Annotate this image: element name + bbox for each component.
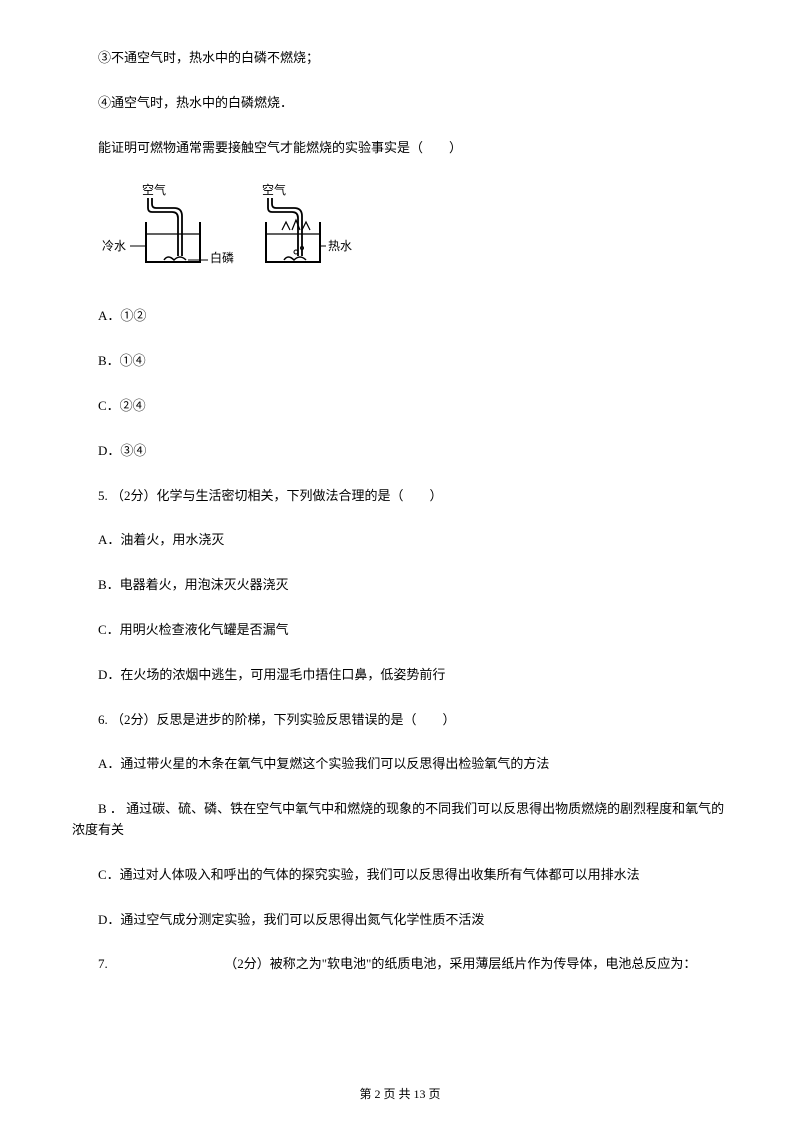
air-label-right: 空气 — [262, 182, 286, 197]
q4-option-d: D．③④ — [72, 441, 728, 462]
q4-option-a: A．①② — [72, 306, 728, 327]
q7-number: 7. — [98, 956, 108, 971]
statement-3: ③不通空气时，热水中的白磷不燃烧； — [72, 48, 728, 69]
cold-water-label: 冷水 — [102, 239, 126, 253]
q6-option-b: B ． 通过碳、硫、磷、铁在空气中氧气中和燃烧的现象的不同我们可以反思得出物质燃… — [72, 799, 728, 841]
q6-option-c: C．通过对人体吸入和呼出的气体的探究实验，我们可以反思得出收集所有气体都可以用排… — [72, 865, 728, 886]
phosphorus-label: 白磷 — [210, 250, 234, 265]
beaker-diagram-svg: 空气 冷水 白磷 空气 热水 — [100, 182, 360, 282]
page-footer: 第 2 页 共 13 页 — [0, 1085, 800, 1102]
q6-option-d: D．通过空气成分测定实验，我们可以反思得出氮气化学性质不活泼 — [72, 910, 728, 931]
q5-option-b: B．电器着火，用泡沫灭火器浇灭 — [72, 575, 728, 596]
q6-stem: 6. （2分）反思是进步的阶梯，下列实验反思错误的是（ ） — [72, 710, 728, 731]
air-label-left: 空气 — [142, 182, 166, 197]
statement-4: ④通空气时，热水中的白磷燃烧． — [72, 93, 728, 114]
question-prompt: 能证明可燃物通常需要接触空气才能燃烧的实验事实是（ ） — [72, 138, 728, 159]
q5-option-c: C．用明火检查液化气罐是否漏气 — [72, 620, 728, 641]
q5-stem: 5. （2分）化学与生活密切相关，下列做法合理的是（ ） — [72, 486, 728, 507]
experiment-diagram: 空气 冷水 白磷 空气 热水 — [100, 182, 728, 282]
q4-option-b: B．①④ — [72, 351, 728, 372]
hot-water-label: 热水 — [328, 239, 352, 253]
q7-stem: 7. （2分）被称之为"软电池"的纸质电池，采用薄层纸片作为传导体，电池总反应为… — [72, 954, 728, 975]
q4-option-c: C．②④ — [72, 396, 728, 417]
q7-text: （2分）被称之为"软电池"的纸质电池，采用薄层纸片作为传导体，电池总反应为： — [224, 956, 696, 971]
q5-option-a: A．油着火，用水浇灭 — [72, 530, 728, 551]
q6-option-a: A．通过带火星的木条在氧气中复燃这个实验我们可以反思得出检验氧气的方法 — [72, 754, 728, 775]
q5-option-d: D．在火场的浓烟中逃生，可用湿毛巾捂住口鼻，低姿势前行 — [72, 665, 728, 686]
